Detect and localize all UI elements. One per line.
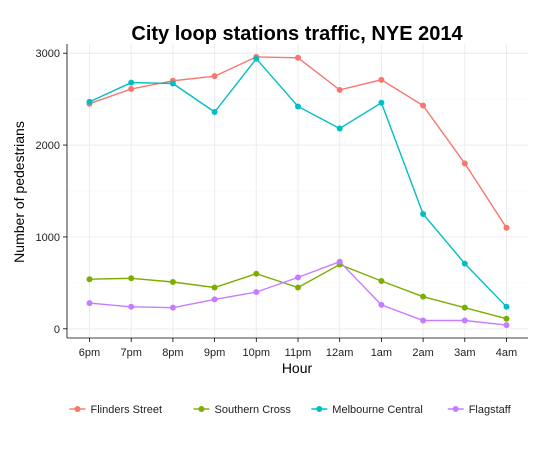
tick-labels: 0 1000 2000 3000 6pm 7pm 8pm 9pm 10pm 11pm 12am 1am… (36, 48, 518, 359)
data-point (169, 80, 176, 87)
data-point (128, 303, 135, 310)
data-point (211, 296, 218, 303)
data-point (128, 79, 135, 86)
y-tick-label: 0 (54, 324, 60, 336)
data-point (295, 54, 301, 61)
data-point (461, 304, 468, 311)
data-point (211, 284, 218, 291)
axes (66, 44, 528, 339)
legend-item: Flinders Street (69, 404, 163, 416)
data-point (336, 86, 343, 93)
y-tick-label: 3000 (36, 48, 60, 60)
data-point (295, 274, 301, 281)
x-tick-label: 3am (454, 347, 475, 359)
data-point (503, 322, 510, 329)
data-point (420, 317, 427, 324)
data-point (169, 278, 176, 285)
x-tick-label: 10pm (243, 347, 271, 359)
x-tick-label: 7pm (120, 347, 141, 359)
legend-item: Southern Cross (193, 404, 292, 416)
data-point (378, 278, 385, 285)
data-point (461, 317, 468, 324)
data-point (253, 289, 260, 296)
data-point (128, 86, 135, 93)
data-point (169, 304, 176, 311)
x-tick-label: 9pm (204, 347, 225, 359)
data-point (461, 260, 468, 267)
chart-title: City loop stations traffic, NYE 2014 (131, 23, 463, 45)
legend-key-point (198, 406, 205, 412)
data-point (378, 99, 385, 106)
x-tick-label: 6pm (79, 347, 100, 359)
data-point (420, 293, 427, 300)
data-point (211, 73, 218, 80)
data-point (86, 276, 93, 283)
x-tick-label: 12am (326, 347, 354, 359)
data-point (420, 102, 427, 109)
legend-label: Flagstaff (469, 404, 512, 416)
data-point (128, 275, 135, 282)
data-point (86, 98, 93, 105)
legend-key-point (316, 406, 323, 412)
data-point (336, 125, 343, 132)
x-tick-label: 4am (496, 347, 517, 359)
data-point (378, 76, 385, 83)
x-tick-label: 2am (412, 347, 433, 359)
data-point (336, 258, 343, 265)
legend-label: Flinders Street (91, 404, 163, 416)
x-axis-label: Hour (282, 360, 313, 376)
data-point (420, 210, 427, 217)
data-point (295, 284, 301, 291)
grid (67, 44, 528, 338)
legend: Flinders Street Southern Cross Melbourne C… (69, 404, 512, 416)
x-tick-label: 8pm (162, 347, 183, 359)
data-point (503, 315, 510, 322)
legend-item: Melbourne Central (311, 404, 423, 416)
legend-key-point (452, 406, 459, 412)
legend-label: Melbourne Central (332, 404, 423, 416)
x-tick-label: 11pm (285, 347, 312, 359)
legend-item: Flagstaff (447, 404, 512, 416)
data-point (503, 303, 510, 310)
series-points (86, 53, 510, 329)
x-tick-label: 1am (371, 347, 392, 359)
data-point (461, 160, 468, 167)
y-tick-label: 2000 (36, 140, 60, 152)
data-point (295, 103, 301, 110)
y-tick-label: 1000 (36, 232, 60, 244)
y-axis-label: Number of pedestrians (11, 121, 27, 263)
data-point (253, 55, 260, 62)
legend-key-point (74, 406, 81, 412)
data-point (86, 300, 93, 307)
data-point (503, 224, 510, 231)
legend-label: Southern Cross (215, 404, 292, 416)
data-point (253, 270, 260, 277)
data-point (211, 108, 218, 115)
data-point (378, 301, 385, 308)
